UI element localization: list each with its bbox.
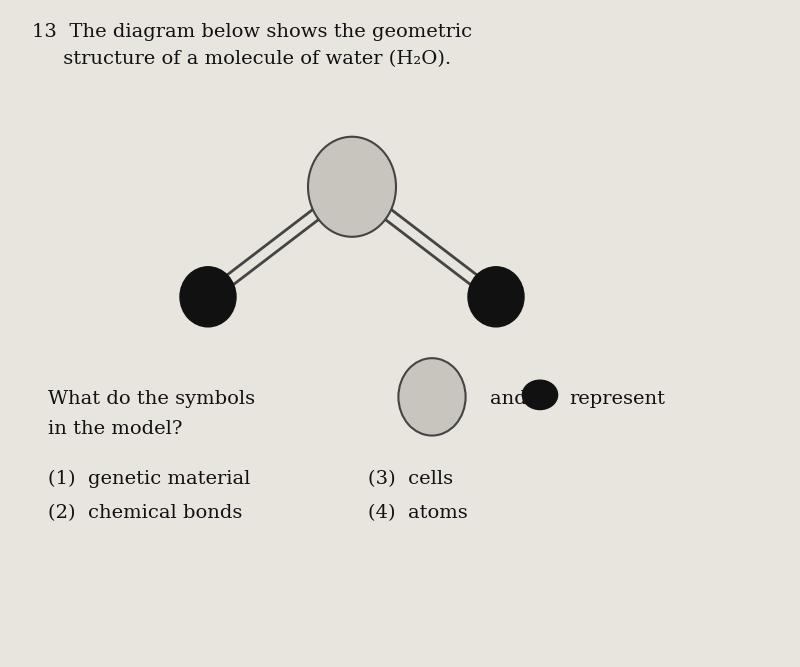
Text: (1)  genetic material: (1) genetic material: [48, 470, 250, 488]
Text: and: and: [490, 390, 526, 408]
Text: structure of a molecule of water (H₂O).: structure of a molecule of water (H₂O).: [32, 50, 451, 68]
Text: (4)  atoms: (4) atoms: [368, 504, 468, 522]
Ellipse shape: [180, 267, 236, 327]
Text: in the model?: in the model?: [48, 420, 182, 438]
Text: (3)  cells: (3) cells: [368, 470, 453, 488]
Text: represent: represent: [570, 390, 666, 408]
Text: What do the symbols: What do the symbols: [48, 390, 255, 408]
Ellipse shape: [398, 358, 466, 436]
Text: (2)  chemical bonds: (2) chemical bonds: [48, 504, 242, 522]
Circle shape: [522, 380, 558, 410]
Ellipse shape: [468, 267, 524, 327]
Text: 13  The diagram below shows the geometric: 13 The diagram below shows the geometric: [32, 23, 472, 41]
Ellipse shape: [308, 137, 396, 237]
